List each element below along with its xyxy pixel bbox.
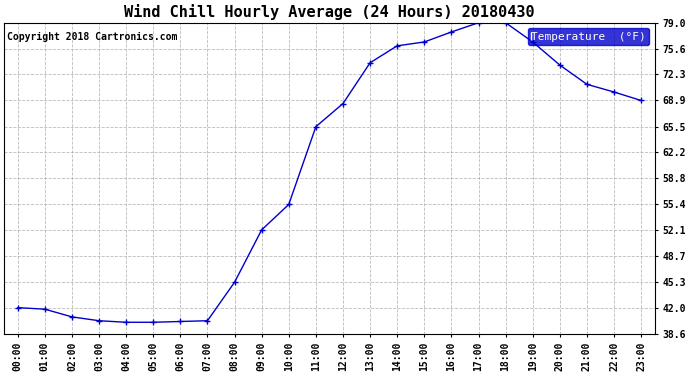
Title: Wind Chill Hourly Average (24 Hours) 20180430: Wind Chill Hourly Average (24 Hours) 201… <box>124 4 535 20</box>
Legend: Temperature  (°F): Temperature (°F) <box>528 28 649 45</box>
Text: Copyright 2018 Cartronics.com: Copyright 2018 Cartronics.com <box>8 32 178 42</box>
